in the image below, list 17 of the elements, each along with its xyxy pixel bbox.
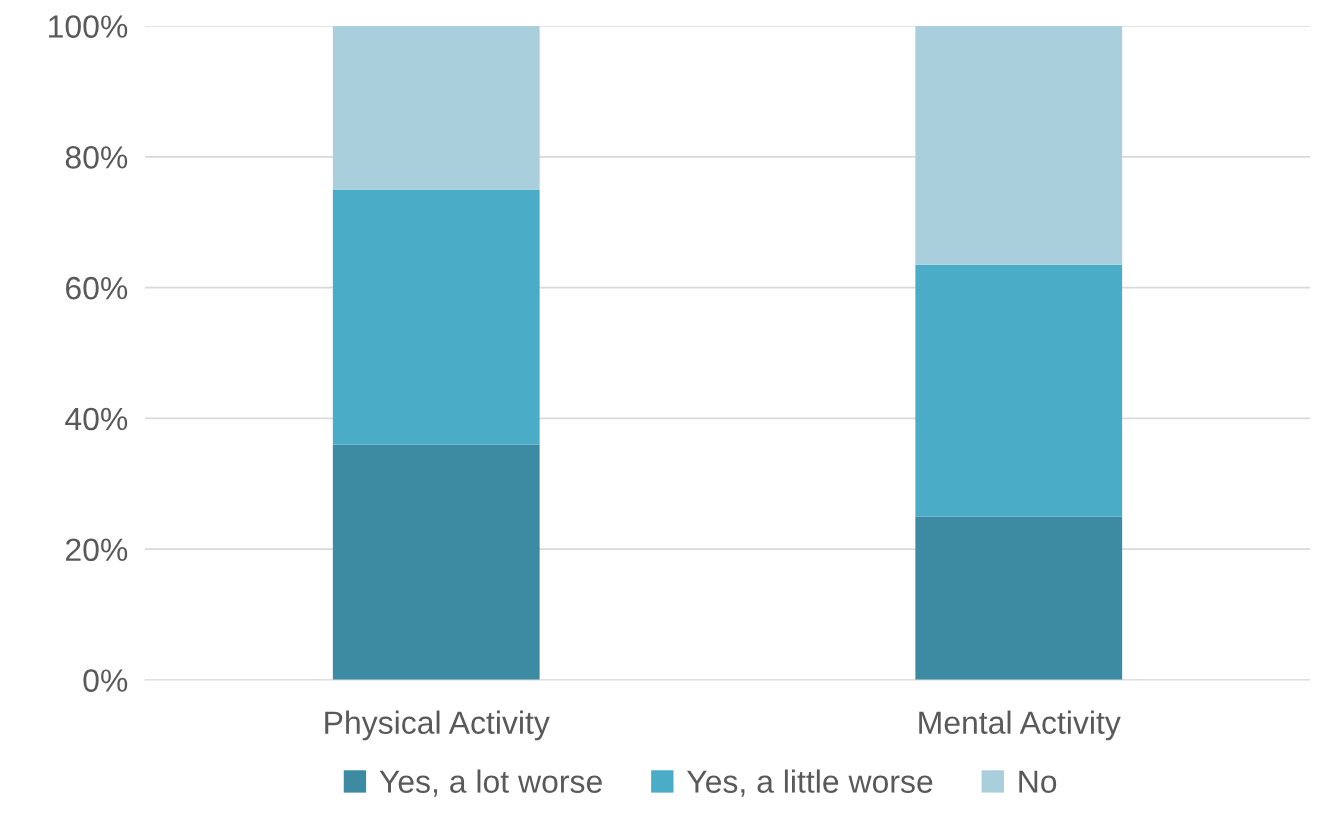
y-tick-label: 20%	[66, 538, 128, 562]
y-tick-label: 0%	[83, 669, 128, 692]
y-tick-label: 60%	[66, 276, 128, 300]
legend-label: Yes, a lot worse	[379, 769, 602, 797]
x-tick-label: Mental Activity	[919, 710, 1121, 741]
bar	[332, 189, 540, 445]
legend-label: No	[1019, 770, 1057, 793]
bar	[332, 444, 540, 680]
bar	[915, 264, 1123, 517]
y-tick-label: 80%	[65, 146, 128, 169]
y-tick-label: 100%	[49, 15, 128, 38]
x-tick-label: Physical Activity	[325, 710, 550, 741]
legend-label: Yes, a little worse	[686, 769, 933, 797]
bar	[915, 516, 1123, 680]
bar	[915, 26, 1123, 265]
y-tick-label: 40%	[65, 407, 128, 431]
bar	[332, 26, 540, 190]
